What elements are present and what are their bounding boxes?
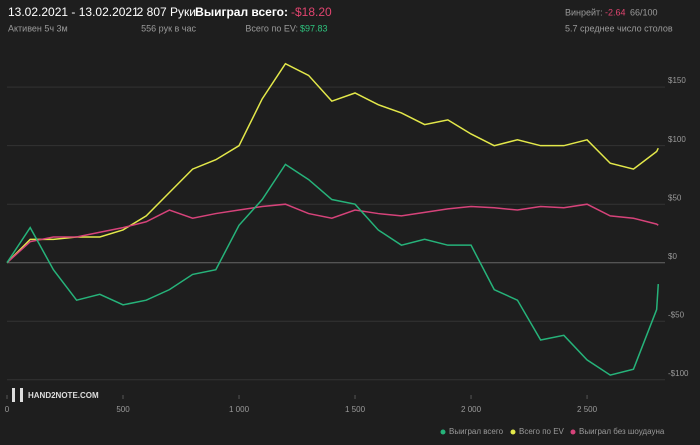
won-value: -$18.20 [291,5,332,19]
winrate-label: Винрейт: [565,7,603,17]
ev-label: Всего по EV: [245,23,298,33]
hands-per-hour: 556 рук в час [141,23,196,33]
tables: 5.7 среднее число столов [565,23,673,33]
y-tick-label: $100 [668,135,686,144]
x-tick-label: 2 500 [577,405,598,414]
series-line [6,163,660,376]
active-time: Активен 5ч 3м [8,23,68,33]
x-tick-label: 0 [5,405,10,414]
series-line [6,203,659,264]
winrate-value: -2.64 [605,7,626,17]
y-tick-label: -$50 [668,310,685,319]
legend-label: Выиграл без шоудауна [579,427,665,436]
x-tick-label: 2 000 [461,405,482,414]
won-label: Выиграл всего: [195,5,288,19]
y-tick-label: $50 [668,193,682,202]
dates: 13.02.2021 - 13.02.2021 [8,5,139,19]
logo-icon [12,388,15,402]
legend-marker [570,429,576,435]
y-tick-label: -$100 [668,369,689,378]
ev-value: $97.83 [300,23,328,33]
y-tick-label: $150 [668,76,686,85]
series-line [6,62,659,264]
legend-label: Выиграл всего [449,427,504,436]
logo-icon [20,388,23,402]
y-tick-label: $0 [668,252,677,261]
legend-label: Всего по EV [519,427,565,436]
x-tick-label: 500 [116,405,130,414]
hands: 2 807 Руки [137,5,196,19]
logo: HAND2NOTE.COM [28,391,99,400]
legend-marker [440,429,446,435]
x-tick-label: 1 000 [229,405,250,414]
legend-marker [510,429,516,435]
x-tick-label: 1 500 [345,405,366,414]
winrate-unit: 66/100 [630,7,658,17]
